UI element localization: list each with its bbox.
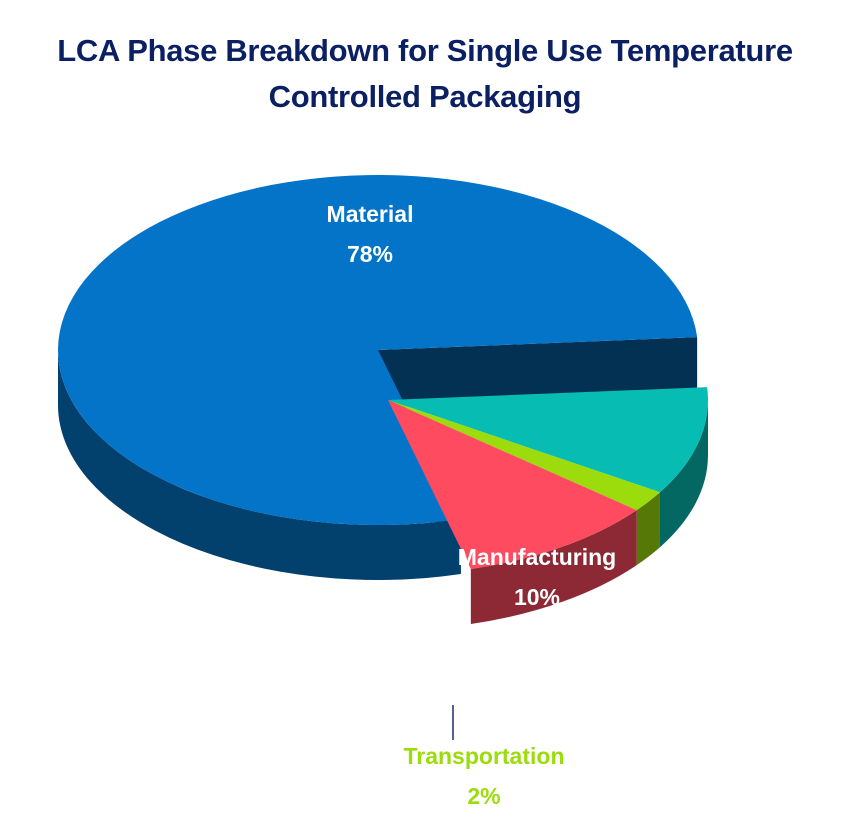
pie-slice-side-transportation [636,492,660,566]
pie-slice-transportation [388,400,660,511]
pie-labels: Material 78% Manufacturing 10% Transportatio… [281,201,617,809]
pie-slice-side-material [58,350,461,581]
data-label-material-value: 78% [347,241,393,267]
pie-slice-manufacturing [388,387,709,493]
data-label-manufacturing-value: 10% [514,584,560,610]
pie-slice-end-of-life [388,400,637,570]
pie-exploded-group [388,387,709,625]
data-label-transportation-value: 2% [467,783,500,809]
pie-slice-side-end-of-life [470,510,637,625]
data-label-transportation-name: Transportation [403,743,564,769]
pie-slice-side-manufacturing [659,400,708,548]
chart-title-line-2: Controlled Packaging [268,79,582,114]
chart-title-line-1: LCA Phase Breakdown for Single Use Tempe… [57,33,793,68]
pie-slice-material [58,175,698,526]
pie-cut-face-material-end [378,337,698,405]
data-label-material-name: Material [327,201,414,227]
data-label-end-of-life-value: 10% [317,617,363,643]
data-label-end-of-life-name: End of Life [281,577,400,603]
data-label-manufacturing-name: Manufacturing [458,544,616,570]
